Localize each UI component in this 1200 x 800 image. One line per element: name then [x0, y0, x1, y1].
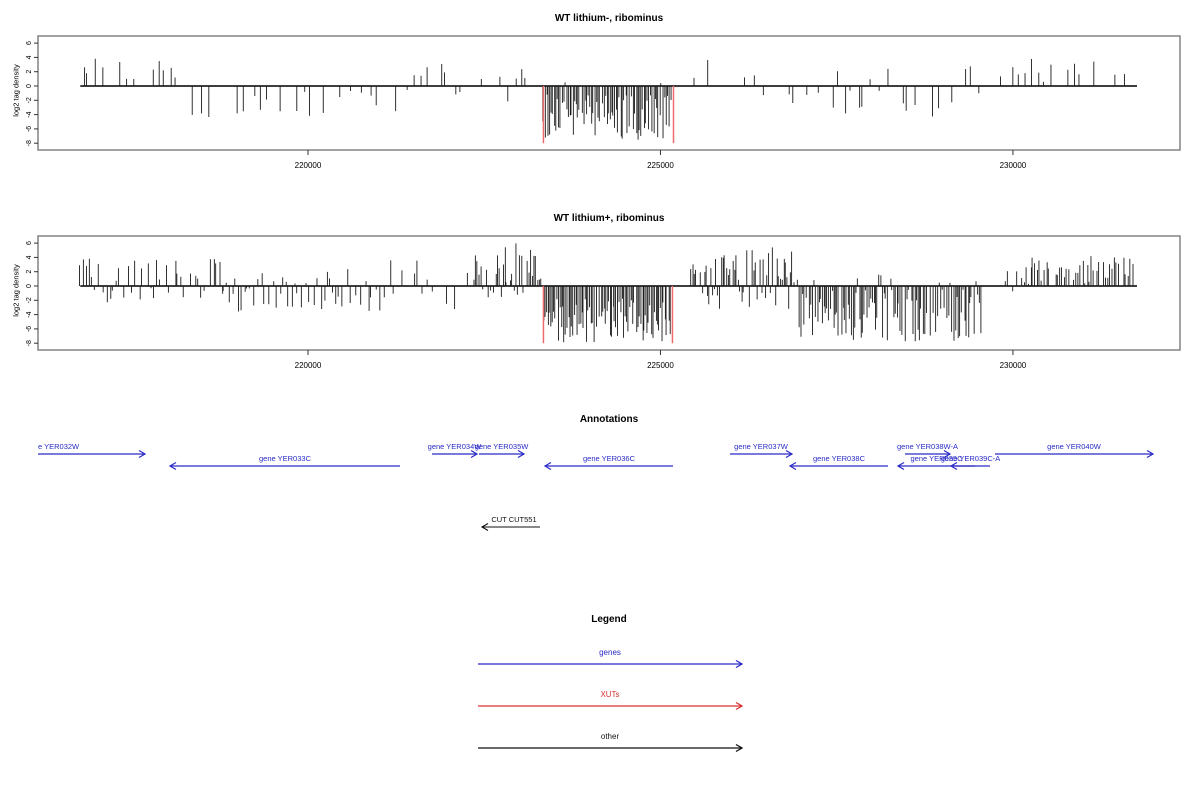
y-tick-label: -4	[26, 311, 33, 317]
gene-label: gene YER034W	[428, 442, 483, 451]
y-tick-label: 0	[26, 284, 33, 288]
panel1-ylabel: log2 tag density	[11, 64, 21, 117]
y-tick-label: -6	[26, 126, 33, 132]
annotations-title: Annotations	[579, 414, 639, 425]
y-tick-label: 2	[26, 70, 33, 74]
legend-item-label: XUTs	[600, 690, 619, 699]
y-tick-label: -8	[26, 140, 33, 146]
legend-item: other	[478, 732, 744, 753]
x-tick-label: 225000	[647, 361, 674, 370]
cut-label: CUT CUT551	[491, 515, 536, 524]
panel1-bars	[84, 58, 1125, 140]
gene-annotation: gene YER038C	[788, 454, 888, 471]
y-tick-label: -6	[26, 326, 33, 332]
y-tick-label: -4	[26, 111, 33, 117]
gene-annotation: gene YER033C	[168, 454, 400, 471]
y-tick-label: 6	[26, 41, 33, 45]
y-tick-label: 6	[26, 241, 33, 245]
legend: genes XUTs other	[478, 648, 744, 753]
cut-annotation: CUT CUT551	[480, 515, 540, 531]
x-tick-label: 230000	[1000, 361, 1027, 370]
y-tick-label: -8	[26, 340, 33, 346]
y-tick-label: -2	[26, 97, 33, 103]
legend-item-label: genes	[599, 648, 621, 657]
gene-label: gene YER038C	[813, 454, 866, 463]
gene-annotation: gene YER040W	[995, 442, 1155, 459]
y-tick-label: -2	[26, 297, 33, 303]
gene-label: gene YER039C-A	[941, 454, 1000, 463]
gene-label: gene YER036C	[583, 454, 636, 463]
gene-label: gene YER040W	[1047, 442, 1102, 451]
gene-annotation: e YER032W	[38, 442, 147, 459]
legend-item: XUTs	[478, 690, 744, 711]
legend-item-label: other	[601, 732, 620, 741]
y-tick-label: 0	[26, 84, 33, 88]
legend-title: Legend	[591, 614, 627, 625]
gene-label: gene YER037W	[734, 442, 789, 451]
panel2-title: WT lithium+, ribominus	[553, 213, 665, 224]
gene-annotation: gene YER037W	[730, 442, 794, 459]
panel1-title: WT lithium-, ribominus	[554, 13, 664, 24]
gene-annotation: gene YER038W-A	[897, 442, 958, 459]
gene-label: gene YER039C	[911, 454, 964, 463]
panel1: 6 4 2 0 -2 -4 -6 -8 220000 225000 230000	[26, 35, 1181, 170]
x-tick-label: 225000	[647, 161, 674, 170]
gene-label: gene YER033C	[259, 454, 312, 463]
gene-label: gene YER035W	[475, 442, 530, 451]
gene-annotation: gene YER035W	[475, 442, 530, 459]
gene-annotation: gene YER039C-A	[941, 454, 1000, 471]
x-tick-label: 220000	[295, 361, 322, 370]
panel2-ylabel: log2 tag density	[11, 264, 21, 317]
gene-label: e YER032W	[38, 442, 80, 451]
panel2: 6 4 2 0 -2 -4 -6 -8 220000 225000 230000	[26, 235, 1181, 370]
x-tick-label: 230000	[1000, 161, 1027, 170]
gene-annotation: gene YER036C	[543, 454, 673, 471]
y-tick-label: 2	[26, 270, 33, 274]
y-tick-label: 4	[26, 55, 33, 59]
gene-label: gene YER038W-A	[897, 442, 958, 451]
legend-item: genes	[478, 648, 744, 669]
x-tick-label: 220000	[295, 161, 322, 170]
y-tick-label: 4	[26, 255, 33, 259]
gene-annotation: gene YER034W	[428, 442, 483, 459]
panel2-bars	[79, 243, 1134, 343]
